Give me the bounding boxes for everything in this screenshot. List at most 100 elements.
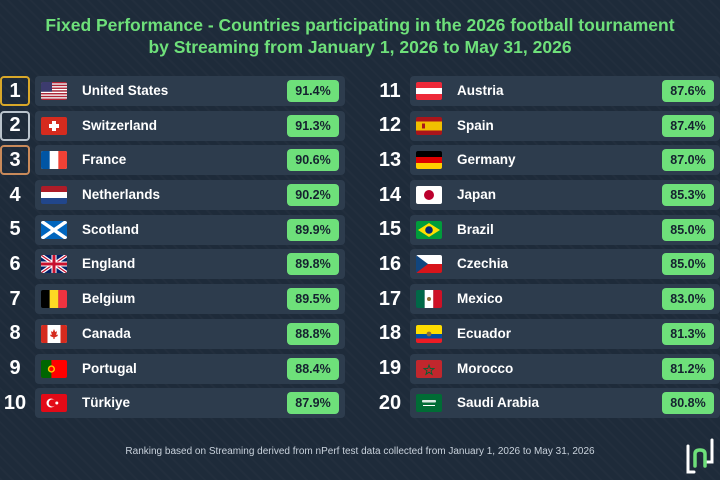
uk-flag-icon [41,255,67,274]
table-row: 14 Japan 85.3% [375,180,720,211]
table-row: 12 Spain 87.4% [375,110,720,141]
country-bar: Morocco 81.2% [410,353,720,384]
country-name: Brazil [457,221,494,237]
score-badge: 90.2% [287,184,339,207]
score-badge: 85.0% [662,253,714,276]
country-name: Spain [457,117,494,133]
rank-number: 12 [378,114,402,137]
country-bar: United States 91.4% [35,76,345,106]
country-bar: Spain 87.4% [410,110,720,141]
table-row: 17 Mexico 83.0% [375,284,720,315]
score-badge: 81.2% [662,357,714,380]
country-name: Canada [82,325,131,341]
country-bar: Scotland 89.9% [35,214,345,245]
table-row: 3 France 90.6% [0,145,345,176]
score-badge: 85.3% [662,184,714,207]
score-badge: 81.3% [662,322,714,345]
country-bar: Japan 85.3% [410,180,720,211]
country-bar: Switzerland 91.3% [35,110,345,141]
rank-number: 18 [378,322,402,345]
score-badge: 87.4% [662,114,714,137]
rank-number: 9 [9,357,21,379]
score-badge: 88.8% [287,322,339,345]
country-name: Germany [457,152,516,168]
footnote: Ranking based on Streaming derived from … [125,446,595,457]
score-badge: 89.5% [287,288,339,311]
country-name: Switzerland [82,117,158,133]
chart-title-line-1: Fixed Performance - Countries participat… [45,15,675,35]
jp-flag-icon [416,186,442,205]
pt-flag-icon [41,359,67,378]
rank-number: 13 [378,148,402,171]
country-name: Türkiye [82,395,131,411]
country-bar: Türkiye 87.9% [35,388,345,419]
table-row: 5 Scotland 89.9% [0,214,345,245]
table-row: 20 Saudi Arabia 80.8% [375,388,720,419]
rank-number: 1 [0,76,30,106]
table-row: 10 Türkiye 87.9% [0,388,345,419]
chart-title-line-2: by Streaming from January 1, 2026 to May… [148,37,572,57]
table-row: 19 Morocco 81.2% [375,353,720,384]
rank-number: 15 [378,218,402,241]
country-name: Belgium [82,291,136,307]
table-row: 11 Austria 87.6% [375,76,720,106]
country-name: Netherlands [82,187,161,203]
country-name: Morocco [457,360,514,376]
cz-flag-icon [416,255,442,274]
score-badge: 90.6% [287,149,339,172]
country-name: Saudi Arabia [457,395,540,411]
de-flag-icon [416,151,442,170]
country-name: United States [82,83,169,98]
rank-number: 2 [0,110,30,141]
rank-number: 11 [379,79,401,102]
score-badge: 91.4% [287,80,339,102]
country-bar: Netherlands 90.2% [35,180,345,211]
country-bar: Germany 87.0% [410,145,720,176]
country-bar: Canada 88.8% [35,318,345,349]
at-flag-icon [416,82,442,100]
rank-number: 16 [378,252,402,275]
score-badge: 87.0% [662,149,714,172]
ec-flag-icon [416,324,442,343]
country-name: Japan [457,187,497,203]
ranking-column-right: 11 Austria 87.6% 12 Spain 87.4% 13 Germany 87.0%… [375,76,720,423]
ma-flag-icon [416,359,442,378]
br-flag-icon [416,220,442,239]
table-row: 6 England 89.8% [0,249,345,280]
rank-number: 3 [0,145,30,176]
country-bar: England 89.8% [35,249,345,280]
rank-number: 19 [378,357,402,379]
ch-flag-icon [41,116,67,135]
rank-number: 17 [378,287,402,310]
score-badge: 88.4% [287,357,339,380]
ca-flag-icon [41,324,67,343]
country-bar: France 90.6% [35,145,345,176]
tr-flag-icon [41,394,67,413]
score-badge: 89.8% [287,253,339,276]
score-badge: 83.0% [662,288,714,311]
chart-title: Fixed Performance - Countries participat… [0,14,720,58]
country-name: Ecuador [457,325,512,341]
country-name: England [82,256,136,272]
country-bar: Austria 87.6% [410,76,720,106]
rank-number: 8 [9,322,21,345]
rank-number: 5 [9,218,21,241]
country-name: Czechia [457,256,509,272]
score-badge: 91.3% [287,114,339,137]
table-row: 15 Brazil 85.0% [375,214,720,245]
rank-number: 7 [9,287,21,310]
country-name: Mexico [457,291,503,307]
score-badge: 85.0% [662,218,714,241]
table-row: 4 Netherlands 90.2% [0,180,345,211]
table-row: 13 Germany 87.0% [375,145,720,176]
table-row: 9 Portugal 88.4% [0,353,345,384]
rank-number: 10 [3,391,27,414]
country-name: Scotland [82,221,140,237]
score-badge: 80.8% [662,392,714,415]
table-row: 7 Belgium 89.5% [0,284,345,315]
country-bar: Czechia 85.0% [410,249,720,280]
rank-number: 4 [9,183,21,206]
sco-flag-icon [41,220,67,239]
country-bar: Saudi Arabia 80.8% [410,388,720,419]
score-badge: 87.6% [662,80,714,102]
